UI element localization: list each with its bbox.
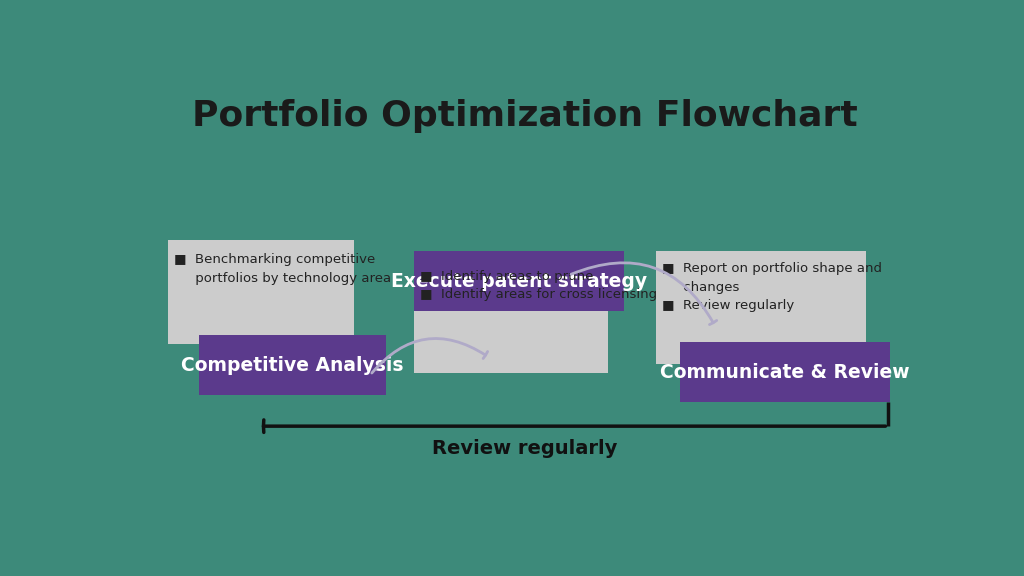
Text: ■  Report on portfolio shape and
     changes
■  Review regularly: ■ Report on portfolio shape and changes … (663, 262, 882, 312)
FancyBboxPatch shape (414, 264, 608, 373)
FancyBboxPatch shape (168, 240, 354, 344)
FancyBboxPatch shape (200, 335, 386, 395)
Text: Communicate & Review: Communicate & Review (659, 362, 909, 381)
Text: Execute patent strategy: Execute patent strategy (391, 272, 647, 291)
Text: Competitive Analysis: Competitive Analysis (181, 356, 403, 375)
FancyBboxPatch shape (680, 342, 890, 402)
FancyBboxPatch shape (655, 251, 866, 364)
Text: Portfolio Optimization Flowchart: Portfolio Optimization Flowchart (191, 98, 858, 132)
Text: ■  Benchmarking competitive
     portfolios by technology area: ■ Benchmarking competitive portfolios by… (174, 253, 391, 285)
Text: Review regularly: Review regularly (432, 439, 617, 458)
Text: ■  Identify areas to prune
■  Identify areas for cross licensing: ■ Identify areas to prune ■ Identify are… (420, 270, 657, 301)
FancyBboxPatch shape (414, 251, 624, 311)
